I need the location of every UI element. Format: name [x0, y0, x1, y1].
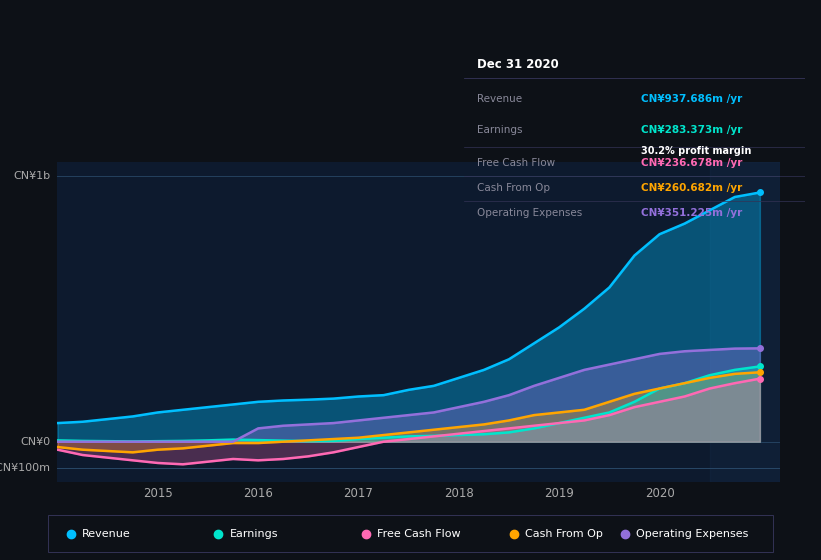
Text: CN¥260.682m /yr: CN¥260.682m /yr — [641, 183, 742, 193]
Text: CN¥351.225m /yr: CN¥351.225m /yr — [641, 208, 742, 218]
Text: CN¥937.686m /yr: CN¥937.686m /yr — [641, 94, 742, 104]
Text: Operating Expenses: Operating Expenses — [636, 529, 748, 539]
Text: 2017: 2017 — [343, 487, 374, 500]
Text: Free Cash Flow: Free Cash Flow — [478, 158, 556, 167]
Text: -CN¥100m: -CN¥100m — [0, 463, 50, 473]
Text: 30.2% profit margin: 30.2% profit margin — [641, 146, 751, 156]
Text: Revenue: Revenue — [82, 529, 131, 539]
Text: 2020: 2020 — [644, 487, 674, 500]
Text: 2018: 2018 — [444, 487, 474, 500]
Text: 2015: 2015 — [143, 487, 172, 500]
Text: CN¥283.373m /yr: CN¥283.373m /yr — [641, 125, 742, 135]
Text: Revenue: Revenue — [478, 94, 523, 104]
Text: Operating Expenses: Operating Expenses — [478, 208, 583, 218]
Bar — [709, 162, 780, 482]
Text: Cash From Op: Cash From Op — [478, 183, 551, 193]
Text: Earnings: Earnings — [478, 125, 523, 135]
Text: Cash From Op: Cash From Op — [525, 529, 603, 539]
Text: CN¥1b: CN¥1b — [13, 171, 50, 181]
Text: Dec 31 2020: Dec 31 2020 — [478, 58, 559, 71]
Text: CN¥0: CN¥0 — [21, 437, 50, 447]
Text: 2019: 2019 — [544, 487, 574, 500]
Text: Earnings: Earnings — [230, 529, 278, 539]
Text: Free Cash Flow: Free Cash Flow — [378, 529, 461, 539]
Text: CN¥236.678m /yr: CN¥236.678m /yr — [641, 158, 742, 167]
Text: 2016: 2016 — [243, 487, 273, 500]
